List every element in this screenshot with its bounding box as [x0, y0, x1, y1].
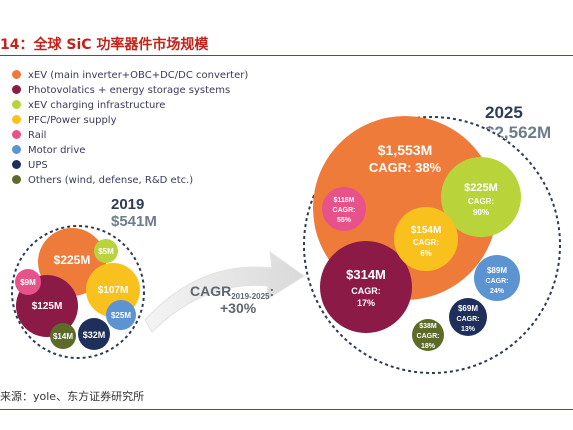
- bubble-2019-pfc-label: $107M: [98, 285, 129, 296]
- bubble-2025-xev-label: $1,553M: [378, 142, 432, 158]
- bubble-2019-xev-label: $225M: [54, 253, 91, 267]
- bubble-2025-pv-cagr: CAGR:: [351, 286, 381, 296]
- legend-item-pfc: PFC/Power supply: [12, 113, 248, 128]
- legend-item-charging: xEV charging infrastructure: [12, 98, 248, 113]
- legend-label: Others (wind, defense, R&D etc.): [28, 175, 194, 186]
- legend-label: Motor drive: [28, 145, 86, 156]
- bubble-2025-motor: [474, 255, 520, 301]
- legend: xEV (main inverter+OBC+DC/DC converter) …: [12, 68, 248, 188]
- legend-label: Rail: [28, 130, 47, 141]
- bubble-2025-pfc: [394, 207, 458, 271]
- legend-dot: [12, 85, 21, 94]
- bubble-2025-ups-cagr-value: 13%: [461, 326, 476, 333]
- bubble-2025-charging: [441, 157, 521, 237]
- legend-label: PFC/Power supply: [28, 115, 117, 126]
- bubble-2025-rail-cagr-value: 55%: [337, 217, 352, 224]
- source-note: 来源：yole、东方证券研究所: [0, 390, 145, 403]
- footer-divider: [0, 409, 573, 410]
- legend-item-xev: xEV (main inverter+OBC+DC/DC converter): [12, 68, 248, 83]
- legend-label: xEV charging infrastructure: [28, 100, 166, 111]
- bubble-2025-others: [412, 319, 444, 351]
- bubble-2025-others-cagr: CAGR:: [417, 333, 440, 340]
- legend-item-rail: Rail: [12, 128, 248, 143]
- legend-dot: [12, 115, 21, 124]
- bubble-2025-pfc-cagr-value: 6%: [420, 249, 432, 258]
- bubble-2019-motor-label: $25M: [111, 311, 131, 320]
- growth-cagr-label: CAGR2019-2025:: [190, 283, 274, 301]
- growth-cagr-value: +30%: [220, 300, 257, 316]
- bubble-2025-pv-label: $314M: [346, 267, 386, 282]
- bubble-2025-rail-cagr: CAGR:: [333, 207, 356, 214]
- bubble-2025-motor-cagr-value: 24%: [490, 288, 505, 295]
- bubble-2019-motor: [106, 300, 136, 330]
- year-2025-label: 2025: [485, 103, 523, 122]
- growth-arrow: [144, 250, 305, 333]
- bubble-2019-rail-label: $9M: [20, 278, 36, 287]
- legend-item-others: Others (wind, defense, R&D etc.): [12, 173, 248, 188]
- bubble-2019-rail: [15, 269, 41, 295]
- bubble-2019-pv-label: $125M: [32, 301, 63, 312]
- legend-label: xEV (main inverter+OBC+DC/DC converter): [28, 70, 249, 81]
- legend-label: Photovolatics + energy storage systems: [28, 85, 231, 96]
- legend-dot: [12, 160, 21, 169]
- bubble-2025-pfc-label: $154M: [411, 225, 442, 236]
- legend-dot: [12, 145, 21, 154]
- bubble-2019-ups-label: $32M: [83, 330, 106, 340]
- total-2019-label: $541M: [111, 213, 157, 230]
- legend-label: UPS: [28, 160, 48, 171]
- year-2019-label: 2019: [111, 196, 144, 213]
- figure-title: 14：全球 SiC 功率器件市场规模: [0, 37, 209, 53]
- bubble-2019-ups: [78, 318, 110, 350]
- bubble-2025-charging-label: $225M: [464, 182, 498, 194]
- bubble-2025-pv-cagr-value: 17%: [357, 298, 375, 308]
- bubble-2025-ups-cagr: CAGR:: [457, 316, 480, 323]
- bubble-2019-charging: [94, 239, 118, 263]
- bubble-2025-motor-cagr: CAGR:: [486, 278, 509, 285]
- legend-dot: [12, 100, 21, 109]
- legend-item-motor: Motor drive: [12, 143, 248, 158]
- bubble-2019-others: [50, 323, 76, 349]
- bubble-2025-pv: [320, 241, 412, 333]
- bubble-2025-motor-label: $89M: [487, 266, 507, 275]
- bubble-2025-ups: [449, 298, 487, 336]
- bubble-2019-others-label: $14M: [53, 332, 73, 341]
- legend-dot: [12, 130, 21, 139]
- bubble-2025-pfc-cagr: CAGR:: [413, 238, 439, 247]
- bubble-2019-charging-label: $5M: [98, 247, 114, 256]
- bubble-2025-xev-cagr: CAGR: 38%: [369, 160, 442, 175]
- legend-item-ups: UPS: [12, 158, 248, 173]
- legend-dot: [12, 70, 21, 79]
- total-2025-label: $2,562M: [485, 123, 551, 142]
- legend-item-pv: Photovolatics + energy storage systems: [12, 83, 248, 98]
- title-divider: [0, 55, 573, 56]
- bubble-2025-rail-label: $118M: [333, 197, 354, 204]
- legend-dot: [12, 175, 21, 184]
- bubble-2025-others-label: $38M: [419, 323, 437, 330]
- bubble-2025-rail: [322, 187, 366, 231]
- bubble-2025-others-cagr-value: 18%: [421, 343, 436, 350]
- bubble-2025-charging-cagr: CAGR:: [468, 197, 494, 206]
- bubble-2025-ups-label: $69M: [458, 304, 478, 313]
- bubble-2025-charging-cagr-value: 90%: [473, 208, 489, 217]
